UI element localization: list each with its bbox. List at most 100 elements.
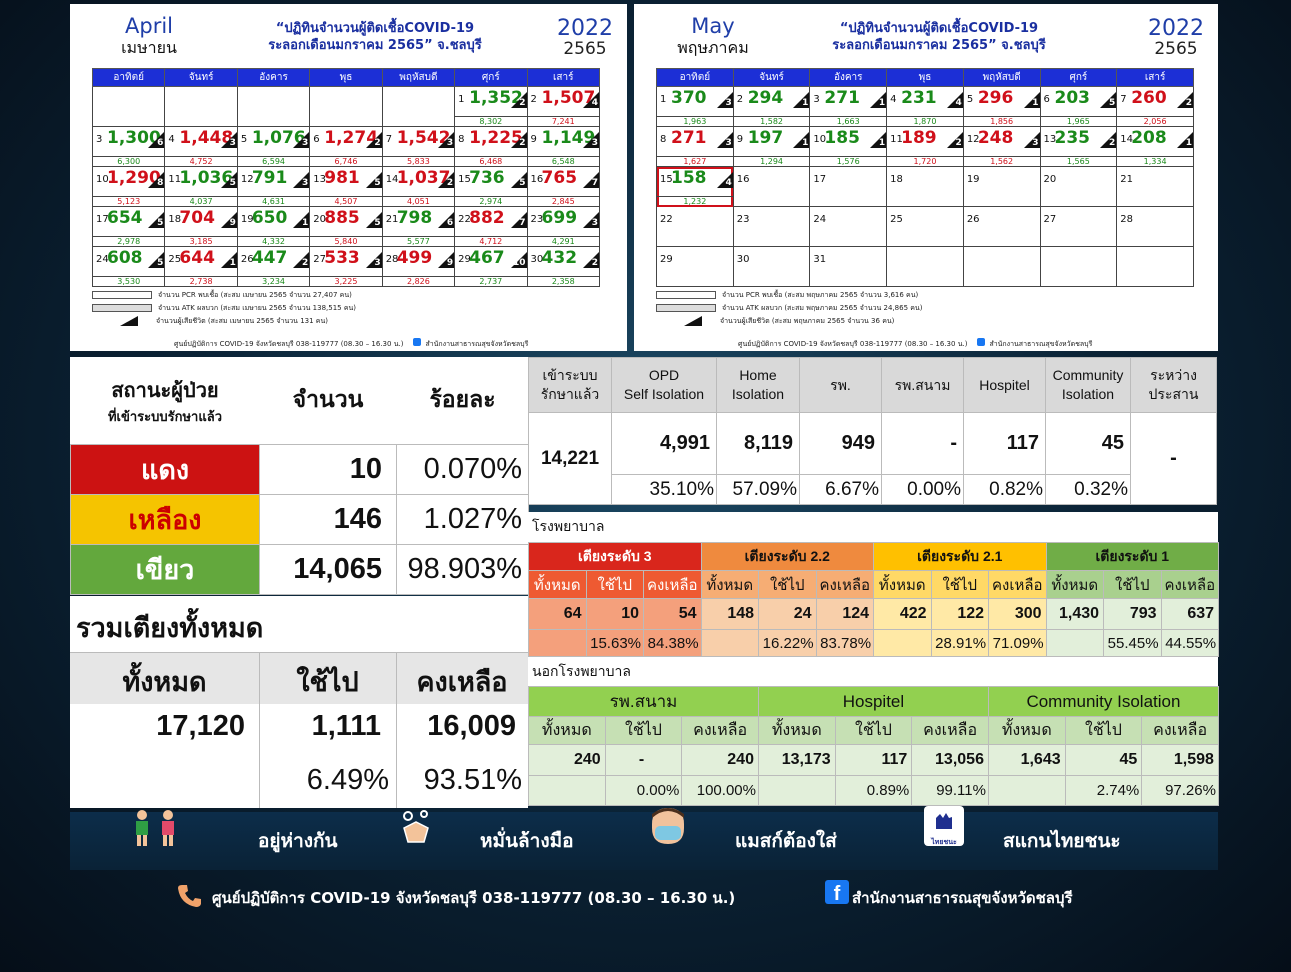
beds-left-header: คงเหลือ	[416, 667, 508, 698]
bed-empty-cell	[987, 775, 1066, 806]
atk-positive: 5,123	[93, 196, 165, 206]
legend-text: จำนวนผู้เสียชีวิต (สะสม พฤษภาคม 2565 จำน…	[720, 317, 895, 325]
calendar-day-cell: 15 158 4 1,232	[656, 166, 734, 207]
pcr-cases: 271	[671, 128, 707, 148]
death-marker-icon	[1023, 92, 1040, 108]
beds-used-value: 1,111	[311, 710, 381, 742]
calendar-day-cell: 24	[809, 206, 888, 247]
atk-positive: 6,300	[93, 156, 165, 166]
atk-positive: 6,468	[455, 156, 527, 166]
legend-swatch	[92, 291, 152, 299]
atk-positive: 1,334	[1117, 156, 1193, 166]
calendar-day-cell: 19 650 1 4,332	[236, 206, 311, 247]
day-number: 10	[96, 174, 109, 185]
day-number: 7	[385, 134, 393, 145]
legend-swatch	[684, 316, 702, 326]
pcr-cases: 608	[107, 248, 143, 268]
status-count: 10	[259, 443, 397, 495]
month-en: April	[125, 14, 173, 38]
atk-positive: 4,037	[165, 196, 237, 206]
day-number: 23	[530, 214, 544, 225]
death-marker-icon	[365, 172, 382, 188]
treatment-percent: 0.82%	[963, 474, 1046, 505]
bed-empty-cell	[528, 629, 587, 657]
bed-total-value: 1,430	[1045, 598, 1105, 630]
deaths-count: 2	[1185, 98, 1192, 108]
year-ce: 2022	[1148, 16, 1204, 41]
legend-swatch	[656, 304, 716, 312]
atk-positive: 1,582	[733, 116, 810, 126]
bed-subheader: ทั้งหมด	[700, 570, 760, 599]
day-number: 16	[530, 174, 544, 185]
day-number: 7	[1120, 94, 1127, 105]
calendar-day-cell	[91, 86, 166, 127]
pcr-cases: 1,149	[541, 128, 596, 148]
weekday-header: ศุกร์	[1039, 68, 1118, 87]
bed-subheader: ใช้ไป	[834, 716, 913, 745]
calendar-title: “ปฏิทินจำนวนผู้ติดเชื้อCOVID-19 ระลอกเดือ…	[205, 20, 545, 54]
calendar-day-cell: 22 882 7 4,712	[454, 206, 528, 247]
atk-positive: 5,833	[382, 156, 455, 166]
pcr-cases: 1,352	[469, 88, 523, 108]
day-number: 13	[1043, 134, 1057, 145]
bed-left-percent: 84.38%	[643, 629, 702, 657]
calendar-day-cell: 15 736 5 2,974	[454, 166, 528, 207]
weekday-header: พุธ	[886, 68, 964, 87]
weekday-header: พฤหัสบดี	[962, 68, 1041, 87]
bed-empty-cell	[873, 629, 932, 657]
calendar-day-cell: 6 1,274 2 6,746	[309, 126, 383, 167]
status-label: แดง	[70, 443, 260, 495]
pcr-cases: 699	[541, 208, 578, 228]
death-marker-icon	[365, 132, 382, 148]
bed-left-value: 637	[1160, 598, 1220, 630]
legend-text: จำนวน ATK ผลบวก (สะสม เมษายน 2565 จำนวน …	[158, 304, 357, 312]
deaths-count: 3	[302, 178, 309, 188]
bed-used-value: 24	[758, 598, 817, 630]
death-marker-icon	[365, 212, 382, 228]
day-number: 10	[813, 134, 827, 145]
calendar-footer: ศูนย์ปฏิบัติการ COVID-19 จังหวัดชลบุรี 0…	[174, 338, 528, 350]
day-number: 13	[313, 174, 326, 185]
calendar-day-cell: 28	[1116, 206, 1194, 247]
bed-group-header: Community Isolation	[987, 686, 1219, 717]
legend-text: จำนวน ATK ผลบวก (สะสม พฤษภาคม 2565 จำนวน…	[722, 304, 923, 312]
outside-hospital-table: รพ.สนาม Hospitel Community Isolation ทั้งหม…	[528, 686, 1219, 806]
deaths-count: 3	[725, 138, 732, 148]
atk-positive: 4,507	[310, 196, 382, 206]
outside-label: นอกโรงพยาบาล	[528, 657, 1218, 687]
legend-swatch	[92, 304, 152, 312]
bed-used-percent: 0.00%	[604, 775, 683, 806]
bed-subheader: ทั้งหมด	[757, 716, 836, 745]
death-marker-icon	[793, 92, 810, 108]
legend-item: จำนวน PCR พบเชื้อ (สะสม พฤษภาคม 2565 จำน…	[656, 289, 922, 302]
deaths-count: 10	[513, 258, 526, 268]
atk-positive: 5,840	[310, 236, 382, 246]
calendar-day-cell: 7 1,542 3 5,833	[381, 126, 456, 167]
day-number: 14	[1120, 134, 1133, 145]
bed-left-value: 13,056	[911, 744, 989, 776]
bed-subheader: ใช้ไป	[758, 570, 817, 599]
pcr-cases: 885	[324, 208, 360, 228]
day-number: 31	[813, 254, 827, 265]
calendar-day-cell: 25	[886, 206, 964, 247]
deaths-count: 7	[591, 178, 598, 188]
death-marker-icon	[1177, 132, 1193, 148]
bed-total-value: 148	[700, 598, 760, 630]
calendar-day-cell: 31	[809, 246, 888, 287]
legend-text: จำนวน PCR พบเชื้อ (สะสม เมษายน 2565 จำนว…	[158, 291, 352, 299]
pcr-cases: 158	[671, 168, 707, 188]
death-marker-icon	[148, 132, 165, 148]
atk-positive: 2,737	[455, 276, 527, 286]
bed-subheader: ใช้ไป	[585, 570, 644, 599]
bed-used-percent: 0.89%	[834, 775, 913, 806]
bed-used-value: -	[604, 744, 683, 776]
atk-positive: 1,565	[1040, 156, 1117, 166]
calendar-day-cell: 14 1,037 2 4,051	[381, 166, 456, 207]
weekday-header: เสาร์	[1116, 68, 1194, 87]
pcr-cases: 235	[1054, 128, 1091, 148]
death-marker-icon	[220, 132, 237, 148]
pending-value: -	[1130, 412, 1217, 505]
bed-total-value: 13,173	[757, 744, 836, 776]
weekday-header: พุธ	[309, 68, 383, 87]
day-number: 20	[1043, 174, 1057, 185]
